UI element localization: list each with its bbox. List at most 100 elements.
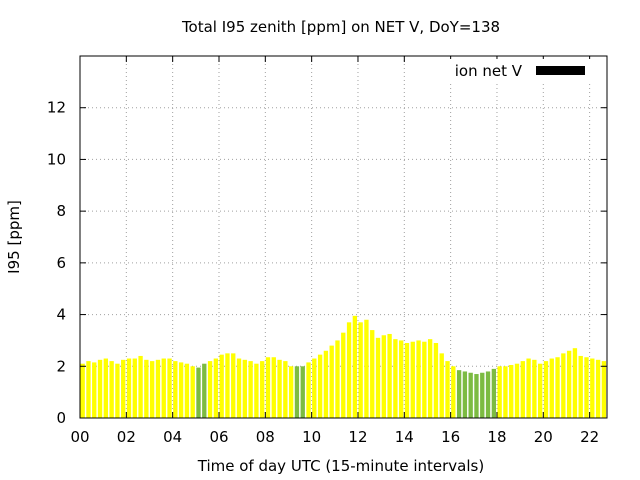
bar: [207, 361, 213, 418]
bar: [115, 363, 120, 418]
bar: [526, 358, 531, 418]
bar: [236, 358, 242, 418]
bar: [346, 322, 352, 418]
bar: [375, 337, 381, 418]
x-tick-label: 20: [534, 428, 553, 446]
x-tick-label: 02: [117, 428, 136, 446]
bar: [532, 359, 537, 418]
bar: [485, 371, 491, 418]
bar: [462, 371, 468, 418]
bar: [358, 322, 363, 418]
bar: [538, 363, 543, 418]
grid: [80, 56, 607, 418]
bar: [416, 340, 421, 418]
y-tick-label: 0: [56, 409, 66, 427]
bar: [80, 363, 85, 418]
legend-label: ion net V: [455, 62, 523, 80]
bar: [497, 366, 502, 418]
legend: ion net V: [446, 59, 602, 81]
bar: [306, 362, 311, 418]
bar: [190, 366, 195, 418]
bar: [155, 359, 161, 418]
bar: [381, 335, 386, 418]
bar: [590, 358, 595, 418]
bar: [121, 359, 126, 418]
bar: [439, 353, 444, 418]
bar: [433, 343, 439, 418]
bar: [364, 319, 369, 418]
x-tick-label: 00: [70, 428, 89, 446]
bar: [491, 368, 497, 418]
bar: [341, 332, 346, 418]
bar: [427, 339, 433, 418]
bar: [178, 362, 184, 418]
bar: [225, 353, 230, 418]
bar: [352, 315, 358, 418]
x-tick-label: 08: [256, 428, 275, 446]
bar: [219, 354, 224, 418]
bar: [601, 361, 607, 418]
bar: [335, 340, 340, 418]
bar: [555, 357, 560, 418]
bar: [283, 361, 288, 418]
bar: [468, 372, 473, 418]
y-tick-label: 6: [56, 254, 66, 272]
bar: [288, 366, 294, 418]
bar: [317, 354, 323, 418]
bar: [503, 366, 508, 418]
bar: [578, 355, 583, 418]
bar: [451, 366, 456, 418]
bar: [393, 339, 398, 418]
bar: [410, 341, 415, 418]
bar: [254, 363, 259, 418]
x-tick-label: 04: [163, 428, 182, 446]
plot-frame: [79, 55, 608, 419]
bar: [173, 361, 178, 418]
x-tick-label: 18: [487, 428, 506, 446]
bar: [161, 358, 166, 418]
bar: [265, 357, 271, 418]
bar: [213, 358, 219, 418]
bar: [138, 355, 143, 418]
bar: [561, 353, 566, 418]
legend-bg: [446, 59, 602, 81]
bar: [572, 348, 578, 418]
y-axis-label: I95 [ppm]: [5, 200, 23, 274]
bar: [97, 359, 103, 418]
bar: [387, 333, 392, 418]
bar: [86, 361, 91, 418]
bar: [480, 372, 485, 418]
bar: [277, 359, 282, 418]
bar: [323, 350, 329, 418]
x-tick-label: 10: [302, 428, 321, 446]
bar: [294, 366, 300, 418]
bar: [329, 345, 334, 418]
y-tick-label: 10: [47, 150, 66, 168]
bar: [509, 364, 514, 418]
bar: [202, 363, 207, 418]
bar: [445, 361, 450, 418]
bar: [196, 367, 201, 418]
bar: [242, 359, 247, 418]
y-tick-label: 4: [56, 306, 66, 324]
bar: [595, 359, 601, 418]
bar: [144, 359, 149, 418]
x-tick-label: 14: [395, 428, 414, 446]
x-axis-label: Time of day UTC (15-minute intervals): [197, 457, 484, 475]
x-tick-label: 22: [580, 428, 599, 446]
bar: [566, 350, 572, 418]
bar: [92, 362, 97, 418]
x-tick-label: 12: [348, 428, 367, 446]
bar: [370, 330, 375, 418]
bar: [103, 358, 108, 418]
bar: [132, 358, 137, 418]
bar: [248, 361, 253, 418]
bar: [149, 361, 155, 418]
legend-swatch: [536, 66, 585, 75]
y-tick-label: 12: [47, 99, 66, 117]
x-tick-label: 16: [441, 428, 460, 446]
x-tick-labels: 00 02 04 06 08 10 12 14 16 18 20 22: [70, 428, 599, 446]
bar: [260, 361, 265, 418]
bar: [231, 353, 236, 418]
